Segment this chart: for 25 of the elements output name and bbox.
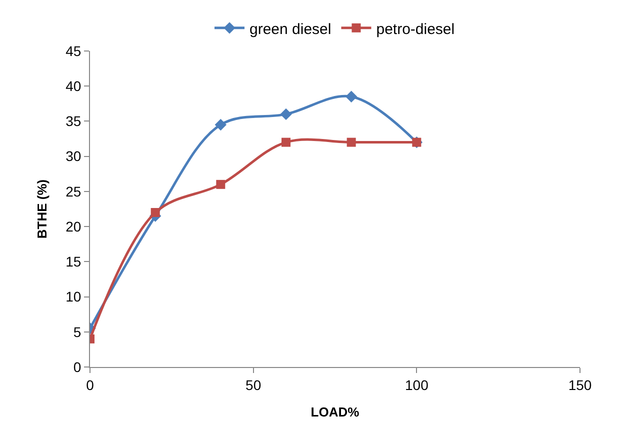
y-tick-label: 35 bbox=[66, 113, 82, 130]
x-tick-label: 50 bbox=[246, 376, 262, 393]
y-tick-label: 30 bbox=[66, 148, 82, 164]
y-tick-label: 15 bbox=[66, 254, 82, 270]
point bbox=[346, 138, 356, 147]
point bbox=[282, 138, 290, 147]
y-axis-title: BTHE (%) bbox=[34, 179, 50, 239]
point bbox=[216, 180, 226, 189]
y-tick-label: 25 bbox=[66, 183, 82, 200]
y-tick-label: 20 bbox=[66, 218, 82, 234]
point bbox=[280, 108, 292, 120]
legend-label: green diesel bbox=[250, 20, 332, 38]
y-tick-label: 40 bbox=[66, 78, 82, 94]
legend-label: petro-diesel bbox=[376, 20, 455, 38]
x-tick-label: 100 bbox=[404, 376, 429, 393]
x-axis-title: LOAD% bbox=[310, 404, 360, 420]
y-tick-label: 5 bbox=[73, 324, 82, 340]
point bbox=[214, 118, 227, 131]
point bbox=[150, 208, 160, 218]
y-tick-label: 0 bbox=[73, 358, 82, 375]
y-tick-label: 10 bbox=[66, 288, 82, 305]
x-tick-label: 150 bbox=[568, 376, 592, 393]
x-tick-label: 0 bbox=[86, 376, 94, 393]
point bbox=[345, 90, 358, 102]
y-tick-label: 45 bbox=[66, 42, 82, 59]
